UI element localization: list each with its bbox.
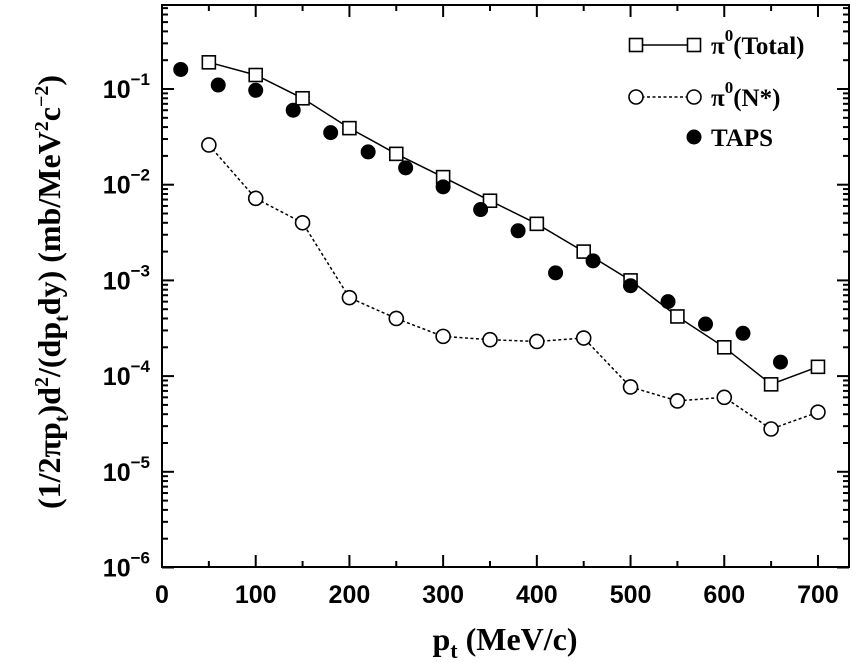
series-layer <box>173 55 826 437</box>
x-tick-label: 300 <box>422 581 464 609</box>
data-point <box>248 82 264 98</box>
x-tick-label: 0 <box>155 581 169 609</box>
y-tick-label: 10−4 <box>103 357 151 391</box>
ticks: 0 100 200 300 400 500 600 700 10−6 10−5 10−4 10−3 10… <box>103 5 849 609</box>
data-point <box>622 379 639 395</box>
data-point <box>810 359 826 375</box>
x-axis-title: pt (MeV/c) <box>432 621 577 662</box>
legend-marker <box>628 37 644 53</box>
data-point <box>772 354 788 370</box>
data-point <box>294 214 311 231</box>
legend-label: π0(Total) <box>711 26 805 60</box>
data-point <box>342 120 357 136</box>
y-axis-title: (1/2πpt)d2/(dptdy) (mb/MeV2c−2) <box>31 75 73 509</box>
legend-label: TAPS <box>711 125 773 152</box>
data-point <box>529 333 545 350</box>
data-point <box>660 294 676 310</box>
data-point <box>248 67 264 83</box>
series-line <box>208 144 819 430</box>
data-point <box>435 179 451 195</box>
data-point <box>210 77 226 93</box>
data-point <box>810 404 826 420</box>
legend-marker <box>686 89 702 105</box>
x-tick-label: 400 <box>516 581 558 609</box>
data-point <box>716 339 732 355</box>
x-tick-label: 200 <box>329 581 371 609</box>
data-point <box>576 244 591 259</box>
legend-marker <box>628 89 644 105</box>
y-tick-label: 10−5 <box>103 453 150 487</box>
x-tick-label: 500 <box>610 581 652 609</box>
plot-frame <box>161 4 850 568</box>
legend-marker <box>686 129 702 145</box>
data-point <box>323 125 339 141</box>
data-point <box>388 310 405 327</box>
data-point <box>398 160 414 176</box>
data-point <box>473 202 489 218</box>
legend: π0(Total) π0(N*) TAPS <box>628 26 805 152</box>
data-point <box>670 309 685 324</box>
data-point <box>735 325 751 341</box>
legend-entry-0-total: π0(Total) <box>628 26 805 60</box>
data-point <box>585 253 601 269</box>
data-point <box>201 137 217 153</box>
data-point <box>295 90 310 106</box>
legend-entry-taps: TAPS <box>686 125 773 152</box>
legend-entry-0-n: π0(N*) <box>628 78 780 112</box>
data-point <box>482 331 498 348</box>
series-line <box>208 61 819 386</box>
legend-marker <box>686 37 702 53</box>
data-point <box>201 55 217 70</box>
y-tick-label: 10−3 <box>103 261 150 295</box>
data-point <box>341 289 358 306</box>
series-0-n <box>201 137 826 437</box>
data-point <box>669 393 686 409</box>
x-tick-label: 600 <box>703 581 745 609</box>
data-point <box>285 102 301 118</box>
y-tick-label: 10−6 <box>103 549 150 583</box>
y-tick-label: 10−1 <box>103 70 150 104</box>
data-point <box>548 265 564 281</box>
data-point <box>388 146 404 162</box>
y-tick-label: 10−2 <box>103 166 150 200</box>
series-0-total <box>201 55 826 392</box>
data-point <box>247 190 264 207</box>
data-point <box>482 193 498 209</box>
data-point <box>529 216 545 232</box>
data-point <box>763 421 779 437</box>
legend-label: π0(N*) <box>711 78 780 112</box>
data-point <box>698 316 714 332</box>
x-tick-label: 100 <box>235 581 277 609</box>
data-point <box>435 328 451 345</box>
data-point <box>510 223 526 239</box>
data-point <box>575 330 592 346</box>
data-point <box>716 389 733 406</box>
x-tick-label: 700 <box>797 581 839 609</box>
data-point <box>623 278 639 294</box>
series-taps <box>173 61 788 370</box>
data-point <box>173 61 189 77</box>
data-point <box>360 144 376 160</box>
data-point <box>763 377 779 392</box>
